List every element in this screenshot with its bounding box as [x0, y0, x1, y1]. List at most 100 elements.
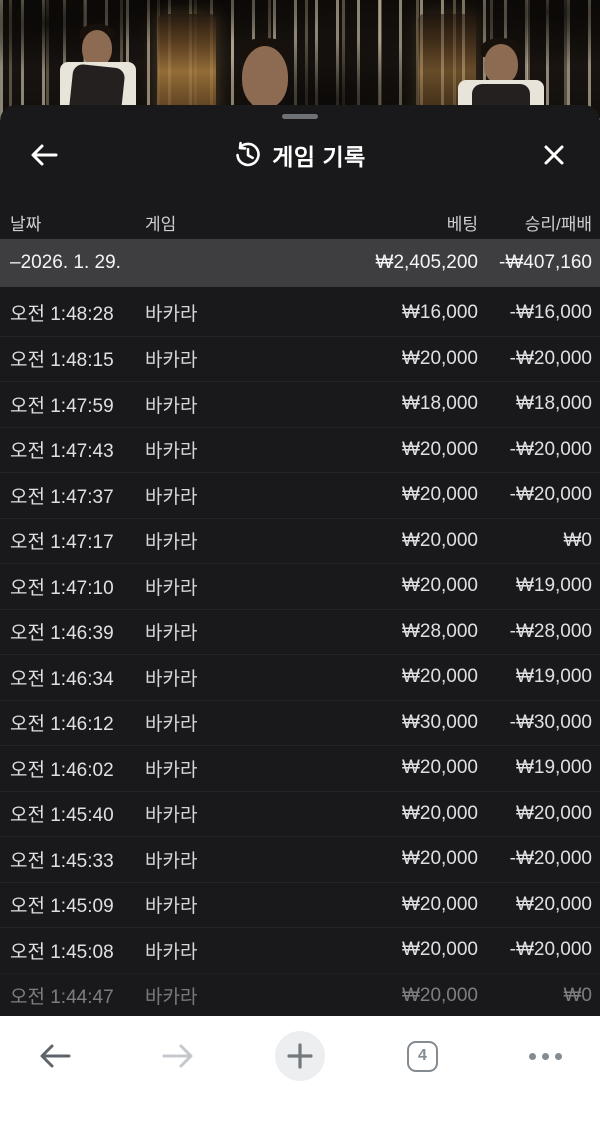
browser-toolbar: 4 — [0, 1016, 600, 1135]
dealer-center — [228, 36, 308, 118]
table-row: 오전 1:45:33 바카라 ₩20,000 -₩20,000 — [0, 836, 600, 882]
row-bet: ₩20,000 — [401, 802, 478, 824]
row-result: ₩0 — [563, 529, 593, 551]
row-time: 오전 1:45:40 — [10, 805, 114, 827]
row-bet: ₩30,000 — [401, 711, 478, 733]
row-game: 바카라 — [145, 987, 198, 1009]
row-game: 바카라 — [145, 668, 198, 690]
row-game: 바카라 — [145, 350, 198, 372]
live-casino-video — [0, 0, 600, 118]
menu-button[interactable] — [516, 1027, 574, 1085]
row-result: -₩20,000 — [509, 848, 592, 870]
row-time: 오전 1:47:37 — [10, 486, 114, 508]
row-game: 바카라 — [145, 395, 198, 417]
row-bet: ₩20,000 — [401, 666, 478, 688]
row-bet: ₩16,000 — [401, 301, 478, 323]
row-game: 바카라 — [145, 304, 198, 326]
gold-pillar — [158, 14, 216, 118]
table-row: 오전 1:47:17 바카라 ₩20,000 ₩0 — [0, 517, 600, 564]
dealer-left — [48, 18, 168, 118]
row-time: 오전 1:45:33 — [10, 850, 114, 872]
row-result: -₩20,000 — [509, 484, 592, 506]
date-summary-row[interactable]: –2026. 1. 29. ₩2,405,200 -₩407,160 — [0, 239, 600, 287]
history-list[interactable]: 오전 1:48:28 바카라 ₩16,000 -₩16,000 오전 1:48:… — [0, 290, 600, 1016]
table-row: 오전 1:45:40 바카라 ₩20,000 ₩20,000 — [0, 790, 600, 837]
row-game: 바카라 — [145, 623, 198, 645]
row-time: 오전 1:44:47 — [10, 987, 114, 1009]
row-game: 바카라 — [145, 759, 198, 781]
row-time: 오전 1:47:17 — [10, 532, 114, 554]
row-time: 오전 1:47:59 — [10, 395, 114, 417]
ellipsis-icon — [528, 1052, 562, 1060]
row-game: 바카라 — [145, 850, 198, 872]
new-tab-button[interactable] — [271, 1027, 329, 1085]
table-row: 오전 1:47:10 바카라 ₩20,000 ₩19,000 — [0, 563, 600, 609]
close-button[interactable] — [530, 131, 578, 179]
back-button[interactable] — [20, 131, 68, 179]
table-row: 오전 1:45:08 바카라 ₩20,000 -₩20,000 — [0, 927, 600, 973]
row-game: 바카라 — [145, 896, 198, 918]
tab-switcher-button[interactable]: 4 — [394, 1027, 452, 1085]
row-result: -₩20,000 — [509, 438, 592, 460]
row-result: -₩20,000 — [509, 939, 592, 961]
history-icon — [236, 141, 260, 167]
row-result: ₩20,000 — [515, 893, 592, 915]
sheet-drag-handle[interactable] — [282, 114, 318, 119]
row-game: 바카라 — [145, 714, 198, 736]
row-result: -₩28,000 — [509, 620, 592, 642]
summary-result: -₩407,160 — [499, 252, 592, 273]
summary-bet: ₩2,405,200 — [375, 252, 478, 273]
table-row: 오전 1:46:39 바카라 ₩28,000 -₩28,000 — [0, 608, 600, 655]
table-row: 오전 1:48:28 바카라 ₩16,000 -₩16,000 — [0, 290, 600, 336]
table-row: 오전 1:47:37 바카라 ₩20,000 -₩20,000 — [0, 472, 600, 518]
row-time: 오전 1:48:15 — [10, 350, 114, 372]
row-result: ₩0 — [563, 984, 593, 1006]
row-bet: ₩20,000 — [401, 575, 478, 597]
row-result: -₩16,000 — [509, 301, 592, 323]
row-result: -₩20,000 — [509, 347, 592, 369]
table-row: 오전 1:47:59 바카라 ₩18,000 ₩18,000 — [0, 381, 600, 427]
table-row: 오전 1:46:12 바카라 ₩30,000 -₩30,000 — [0, 699, 600, 746]
row-time: 오전 1:45:08 — [10, 941, 114, 963]
row-bet: ₩20,000 — [401, 529, 478, 551]
row-bet: ₩20,000 — [401, 893, 478, 915]
browser-back-button[interactable] — [26, 1027, 84, 1085]
row-game: 바카라 — [145, 532, 198, 554]
row-time: 오전 1:48:28 — [10, 304, 114, 326]
row-bet: ₩20,000 — [401, 939, 478, 961]
row-bet: ₩20,000 — [401, 848, 478, 870]
row-game: 바카라 — [145, 805, 198, 827]
table-header: 날짜 게임 베팅 승리/패배 — [0, 205, 600, 239]
row-game: 바카라 — [145, 441, 198, 463]
row-time: 오전 1:46:12 — [10, 714, 114, 736]
browser-forward-button[interactable] — [149, 1027, 207, 1085]
row-result: ₩18,000 — [515, 393, 592, 415]
row-result: ₩19,000 — [515, 575, 592, 597]
row-bet: ₩20,000 — [401, 757, 478, 779]
col-header-bet: 베팅 — [446, 214, 478, 234]
row-bet: ₩28,000 — [401, 620, 478, 642]
tab-count-badge: 4 — [407, 1040, 438, 1072]
back-arrow-icon — [31, 144, 58, 166]
close-icon — [544, 145, 564, 165]
row-game: 바카라 — [145, 486, 198, 508]
row-bet: ₩20,000 — [401, 484, 478, 506]
row-result: ₩19,000 — [515, 666, 592, 688]
browser-forward-icon — [162, 1044, 192, 1068]
row-game: 바카라 — [145, 577, 198, 599]
row-result: -₩30,000 — [509, 711, 592, 733]
plus-icon — [287, 1043, 313, 1069]
col-header-date: 날짜 — [10, 214, 42, 234]
row-time: 오전 1:46:34 — [10, 668, 114, 690]
row-result: ₩20,000 — [515, 802, 592, 824]
row-game: 바카라 — [145, 941, 198, 963]
row-time: 오전 1:46:02 — [10, 759, 114, 781]
row-result: ₩19,000 — [515, 757, 592, 779]
row-time: 오전 1:47:43 — [10, 441, 114, 463]
row-time: 오전 1:45:09 — [10, 896, 114, 918]
table-row: 오전 1:47:43 바카라 ₩20,000 -₩20,000 — [0, 426, 600, 473]
sheet-header: 게임 기록 — [0, 125, 600, 185]
game-history-sheet: 게임 기록 날짜 게임 베팅 승리/패배 –2026. 1. 29. ₩2,40… — [0, 105, 600, 1016]
page-title: 게임 기록 — [0, 125, 600, 185]
browser-back-icon — [40, 1044, 71, 1068]
